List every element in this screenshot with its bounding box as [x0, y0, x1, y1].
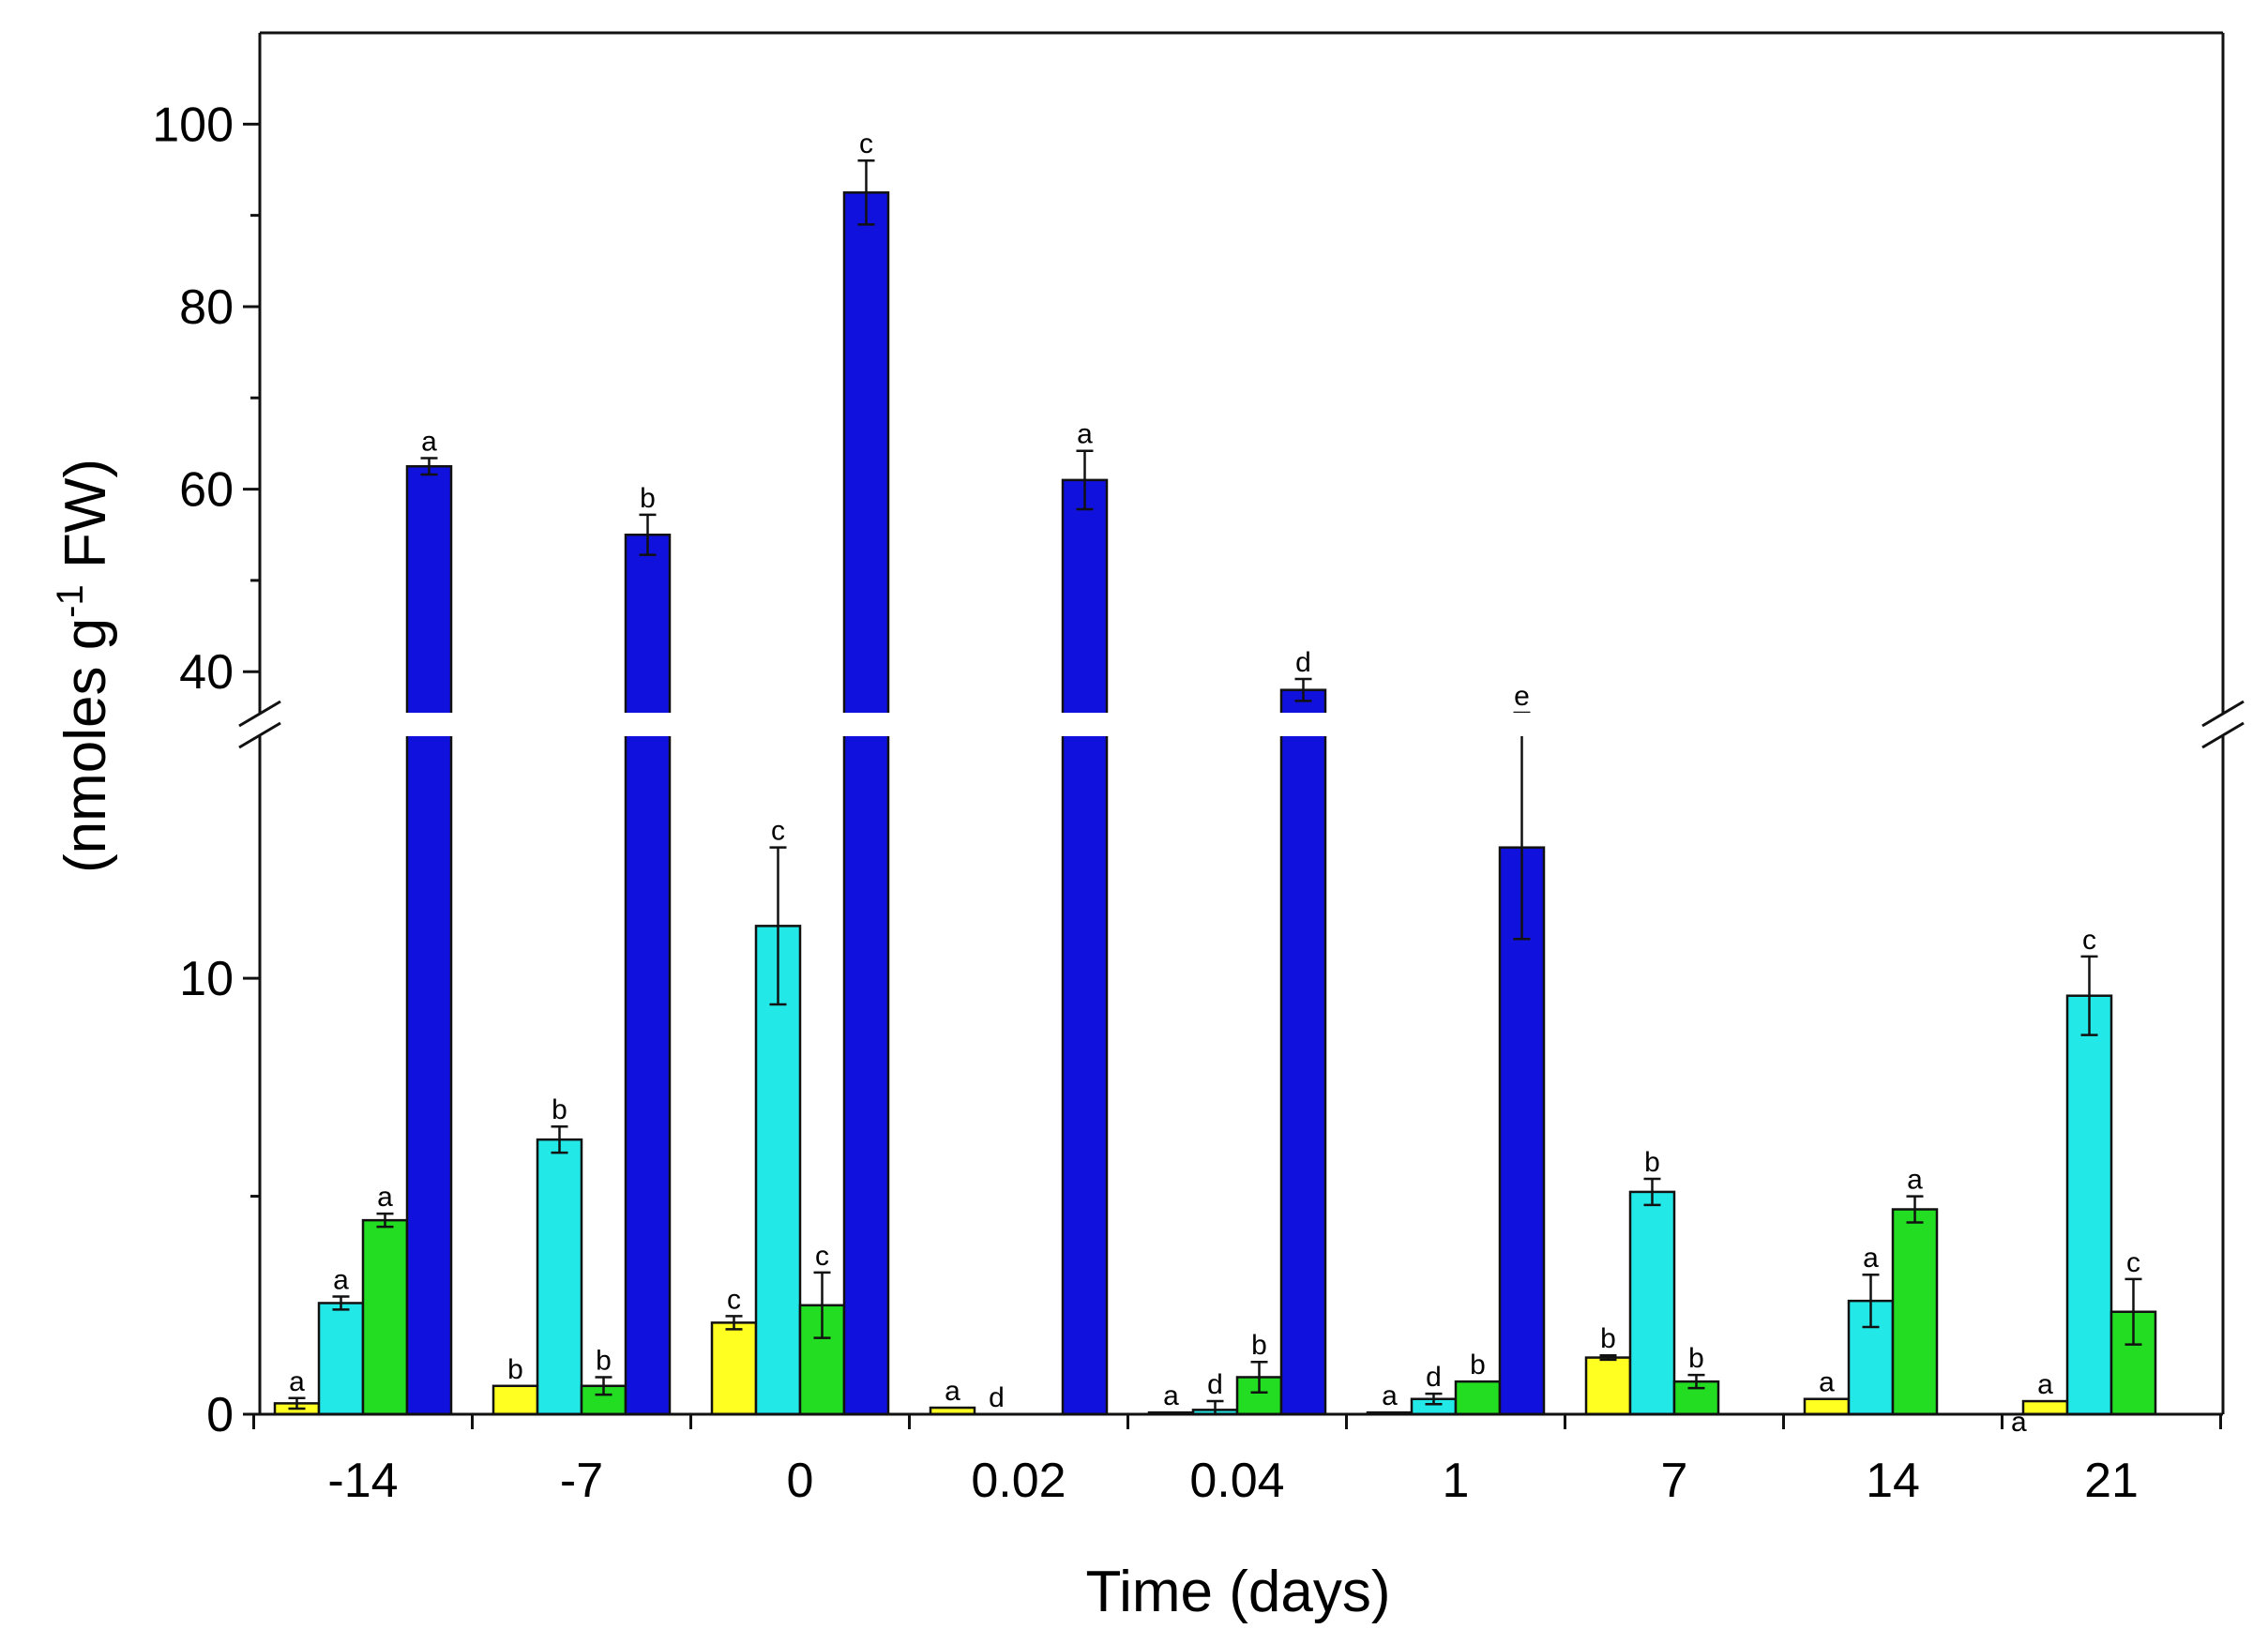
x-tick-label: 0.02 [971, 1454, 1066, 1508]
significance-label: a [333, 1264, 349, 1295]
y-axis-title: (nmoles g-1 FW) [50, 459, 118, 873]
axis-break-mark [238, 721, 281, 749]
x-tick-label: 14 [1866, 1454, 1920, 1508]
y-axis-title-exponent: -1 [50, 584, 91, 618]
y-upper-tick-label: 40 [179, 645, 234, 700]
significance-label: a [289, 1366, 305, 1397]
extra-annotation: a [2011, 1407, 2027, 1438]
bar [1584, 1356, 1632, 1416]
bar [1454, 1380, 1502, 1416]
bar [491, 1384, 539, 1416]
significance-label: b [507, 1354, 523, 1385]
significance-label: a [1382, 1380, 1398, 1411]
bar [2065, 994, 2113, 1416]
y-axis-title-unit: (nmoles g [53, 618, 118, 873]
bar [317, 1302, 365, 1416]
x-tick-label: 7 [1661, 1454, 1688, 1508]
significance-label: d [1295, 647, 1311, 678]
y-upper-tick-label: 80 [179, 280, 234, 335]
x-tick-label: 1 [1443, 1454, 1470, 1508]
bar [2021, 1399, 2069, 1416]
significance-label: d [1207, 1369, 1223, 1400]
significance-label: b [1251, 1330, 1267, 1361]
bar [1628, 1190, 1676, 1416]
bar [405, 464, 453, 1416]
significance-label: a [421, 426, 437, 457]
x-tick-label: 0 [787, 1454, 814, 1508]
significance-label: b [1600, 1323, 1616, 1354]
y-axis-title-suffix: FW) [53, 459, 118, 584]
significance-label: a [1077, 419, 1093, 450]
significance-label: c [815, 1241, 829, 1272]
significance-label: d [989, 1382, 1005, 1413]
bar [1061, 478, 1109, 1416]
significance-label: b [596, 1345, 612, 1376]
axis-break-mark [238, 700, 281, 728]
significance-label: b [1688, 1343, 1704, 1374]
significance-label: b [552, 1094, 567, 1125]
significance-label: e [1514, 681, 1530, 712]
significance-label: b [1470, 1350, 1486, 1380]
bar [1803, 1397, 1851, 1416]
bar [842, 191, 890, 1416]
x-tick-label: 0.04 [1189, 1454, 1284, 1508]
x-axis-title: Time (days) [1086, 1560, 1391, 1624]
axes-layer: 0 10 40 60 80 100 -14 -7 0 0.02 0.04 1 7 14 21 a [152, 31, 2245, 1508]
significance-label: c [2126, 1247, 2140, 1278]
significance-label: a [1863, 1243, 1879, 1274]
x-tick-label: -14 [327, 1454, 398, 1508]
axis-break-gap [241, 713, 2242, 736]
bar [624, 533, 672, 1416]
significance-label: a [2037, 1369, 2053, 1400]
significance-label: c [2082, 925, 2096, 956]
significance-label: c [859, 128, 873, 159]
bar [710, 1321, 758, 1416]
y-upper-tick-label: 60 [179, 463, 234, 518]
axis-break-mark [2201, 721, 2245, 749]
significance-label: d [1426, 1362, 1442, 1393]
bar [1891, 1208, 1939, 1416]
significance-label: a [1907, 1165, 1923, 1196]
significance-label: a [1819, 1367, 1835, 1398]
x-tick-label: 21 [2084, 1454, 2139, 1508]
y-lower-tick-label: 0 [206, 1388, 234, 1442]
bar [754, 925, 802, 1416]
y-lower-tick-label: 10 [179, 952, 234, 1006]
significance-label: a [1163, 1380, 1179, 1411]
significance-label: c [727, 1284, 741, 1315]
significance-label: b [640, 483, 656, 514]
significance-label: c [771, 816, 785, 847]
y-upper-tick-label: 100 [152, 98, 234, 152]
significance-label: a [377, 1182, 393, 1213]
significance-label: a [945, 1376, 960, 1407]
x-tick-label: -7 [560, 1454, 603, 1508]
significance-label: b [1644, 1147, 1660, 1178]
axis-break-mark [2201, 700, 2245, 728]
bar [361, 1218, 409, 1416]
bar [536, 1138, 583, 1416]
bar [1279, 688, 1327, 1416]
